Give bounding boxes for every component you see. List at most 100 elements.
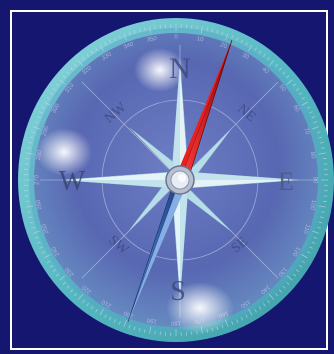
degree-tick: [275, 63, 278, 67]
degree-tick: [306, 251, 311, 254]
degree-tick: [317, 226, 321, 229]
degree-tick: [282, 71, 286, 75]
degree-tick: [312, 230, 319, 234]
degree-tick: [26, 152, 34, 155]
compass-rose-icon: [61, 61, 299, 299]
degree-tick: [236, 37, 239, 41]
degree-label: 10: [196, 36, 204, 43]
degree-tick: [320, 141, 324, 144]
degree-tick: [39, 246, 43, 249]
degree-label: 270: [35, 174, 41, 185]
degree-tick: [25, 200, 29, 203]
degree-tick: [231, 321, 234, 325]
degree-tick: [31, 131, 35, 134]
degree-label: 190: [146, 316, 158, 324]
degree-tick: [82, 299, 85, 304]
degree-tick: [211, 28, 214, 33]
degree-tick: [254, 47, 257, 51]
degree-tick: [41, 251, 46, 254]
degree-tick: [33, 230, 40, 234]
degree-tick: [34, 236, 39, 239]
degree-tick: [28, 141, 32, 144]
degree-tick: [301, 260, 306, 264]
degree-label: 150: [239, 298, 251, 309]
degree-tick: [113, 319, 116, 323]
degree-tick: [149, 26, 152, 34]
degree-tick: [318, 205, 326, 208]
degree-tick: [118, 35, 121, 39]
degree-label: 300: [51, 102, 62, 114]
degree-tick: [306, 106, 311, 109]
degree-tick: [323, 157, 327, 160]
degree-tick: [154, 25, 156, 30]
degree-tick: [236, 319, 239, 323]
degree-tick: [318, 152, 326, 155]
degree-label: 240: [51, 245, 62, 257]
degree-label: 320: [81, 65, 93, 76]
degree-label: 50: [278, 84, 287, 93]
degree-tick: [309, 111, 313, 114]
degree-tick: [311, 241, 316, 244]
degree-label: 130: [276, 266, 287, 278]
degree-tick: [317, 131, 321, 134]
degree-label: 220: [81, 283, 93, 294]
degree-tick: [62, 281, 66, 285]
degree-tick: [109, 39, 112, 44]
degree-tick: [154, 330, 156, 335]
degree-label: 340: [123, 41, 135, 50]
degree-tick: [59, 275, 66, 281]
degree-tick: [46, 96, 51, 100]
degree-label: 80: [309, 151, 316, 159]
degree-tick: [196, 25, 198, 30]
degree-tick: [301, 101, 308, 106]
degree-tick: [318, 136, 323, 139]
degree-tick: [245, 42, 248, 46]
degree-tick: [41, 106, 46, 109]
degree-label: 110: [301, 223, 310, 235]
degree-tick: [301, 96, 306, 100]
degree-tick: [248, 44, 253, 52]
degree-tick: [70, 289, 74, 293]
degree-tick: [275, 293, 278, 297]
degree-tick: [99, 44, 104, 52]
degree-tick: [55, 273, 60, 277]
degree-tick: [248, 308, 253, 316]
degree-tick: [29, 221, 34, 224]
degree-tick: [77, 60, 84, 67]
degree-tick: [133, 326, 136, 331]
degree-tick: [301, 254, 308, 259]
degree-tick: [39, 111, 43, 114]
degree-tick: [104, 42, 107, 46]
degree-tick: [311, 116, 316, 119]
degree-label: 230: [64, 265, 75, 277]
degree-tick: [46, 260, 51, 264]
degree-tick: [99, 308, 104, 316]
degree-tick: [86, 53, 90, 57]
degree-tick: [55, 83, 60, 87]
glow-highlight: [166, 282, 234, 334]
degree-label: 250: [41, 222, 50, 234]
degree-tick: [59, 79, 66, 85]
degree-tick: [52, 269, 57, 273]
degree-tick: [138, 28, 141, 33]
degree-tick: [133, 29, 136, 34]
degree-tick: [25, 157, 29, 160]
degree-tick: [123, 319, 127, 327]
degree-tick: [86, 303, 90, 307]
degree-tick: [90, 50, 94, 54]
degree-tick: [29, 136, 34, 139]
degree-tick: [123, 33, 127, 41]
degree-tick: [268, 293, 275, 300]
degree-label: 140: [259, 284, 271, 295]
degree-tick: [286, 79, 293, 85]
degree-tick: [298, 92, 303, 96]
degree-tick: [26, 205, 34, 208]
glow-highlight: [36, 128, 92, 176]
degree-label: 20: [219, 42, 228, 50]
degree-tick: [77, 293, 84, 300]
degree-tick: [104, 314, 107, 318]
degree-tick: [95, 47, 98, 51]
degree-tick: [286, 75, 290, 79]
degree-tick: [149, 326, 152, 334]
